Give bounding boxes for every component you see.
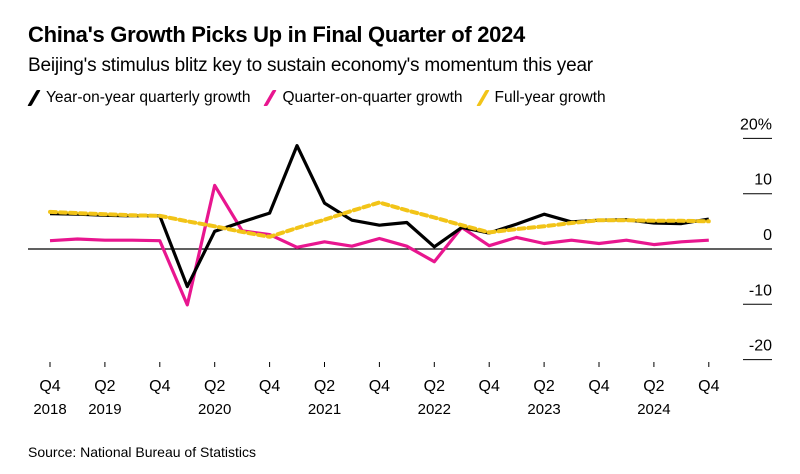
y-tick-label: -10: [749, 282, 772, 299]
source-note: Source: National Bureau of Statistics: [28, 444, 257, 460]
legend-label-yoy: Year-on-year quarterly growth: [46, 89, 251, 106]
x-tick-quarter-label: Q4: [149, 378, 170, 395]
x-tick-quarter-label: Q2: [314, 378, 335, 395]
chart-title: China's Growth Picks Up in Final Quarter…: [28, 22, 525, 47]
x-axis: Q4 2018 Q2 2019 Q4 Q2 2020 Q4 Q2 2021 Q4 Q2 2022 Q4 Q2…: [33, 362, 720, 418]
x-tick-quarter-label: Q4: [369, 378, 390, 395]
x-tick-year-label: 2022: [418, 401, 451, 418]
chart-subtitle: Beijing's stimulus blitz key to sustain …: [28, 55, 593, 76]
y-tick-label: 20%: [740, 116, 772, 133]
x-tick-year-label: 2019: [88, 401, 121, 418]
legend-label-qoq: Quarter-on-quarter growth: [282, 89, 463, 106]
x-tick-year-label: 2018: [33, 401, 66, 418]
legend: Year-on-year quarterly growth Quarter-on…: [27, 89, 620, 107]
series-line-quarter-on-quarter-growth: [49, 183, 709, 307]
x-tick-quarter-label: Q4: [698, 378, 719, 395]
legend-item-yoy: Year-on-year quarterly growth: [27, 89, 251, 107]
y-tick-label: -20: [749, 338, 772, 355]
x-tick-year-label: 2021: [308, 401, 341, 418]
x-tick-year-label: 2024: [637, 401, 670, 418]
y-tick-label: 0: [763, 227, 772, 244]
legend-item-full-year: Full-year growth: [475, 89, 606, 107]
series-line-full-year-growth: [48, 200, 711, 239]
x-tick-quarter-label: Q4: [259, 378, 280, 395]
x-tick-year-label: 2023: [527, 401, 560, 418]
x-tick-quarter-label: Q2: [94, 378, 115, 395]
y-axis: 20% 10 0 -10 -20: [740, 116, 772, 361]
x-tick-quarter-label: Q2: [533, 378, 554, 395]
y-tick-label: 10: [754, 172, 772, 189]
x-tick-quarter-label: Q2: [643, 378, 664, 395]
legend-label-full-year: Full-year growth: [494, 89, 606, 106]
x-tick-quarter-label: Q4: [588, 378, 609, 395]
legend-item-qoq: Quarter-on-quarter growth: [263, 89, 463, 107]
x-tick-quarter-label: Q2: [204, 378, 225, 395]
x-tick-quarter-label: Q4: [39, 378, 60, 395]
x-tick-quarter-label: Q2: [424, 378, 445, 395]
x-tick-quarter-label: Q4: [479, 378, 500, 395]
series-layer: [48, 144, 711, 307]
x-tick-year-label: 2020: [198, 401, 231, 418]
